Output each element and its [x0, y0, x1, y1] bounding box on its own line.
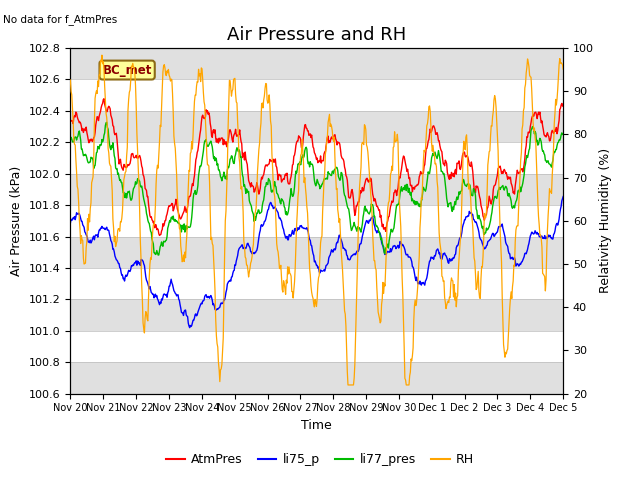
Bar [70, 48, 563, 79]
X-axis label: Time: Time [301, 419, 332, 432]
Legend: AtmPres, li75_p, li77_pres, RH: AtmPres, li75_p, li77_pres, RH [161, 448, 479, 471]
Bar [70, 111, 563, 142]
Bar [70, 237, 563, 268]
Text: BC_met: BC_met [102, 63, 152, 76]
Y-axis label: Air Pressure (kPa): Air Pressure (kPa) [10, 166, 23, 276]
Y-axis label: Relativity Humidity (%): Relativity Humidity (%) [600, 148, 612, 293]
Bar [70, 174, 563, 205]
Bar [70, 362, 563, 394]
Text: No data for f_AtmPres: No data for f_AtmPres [3, 14, 118, 25]
Bar [70, 300, 563, 331]
Title: Air Pressure and RH: Air Pressure and RH [227, 25, 406, 44]
